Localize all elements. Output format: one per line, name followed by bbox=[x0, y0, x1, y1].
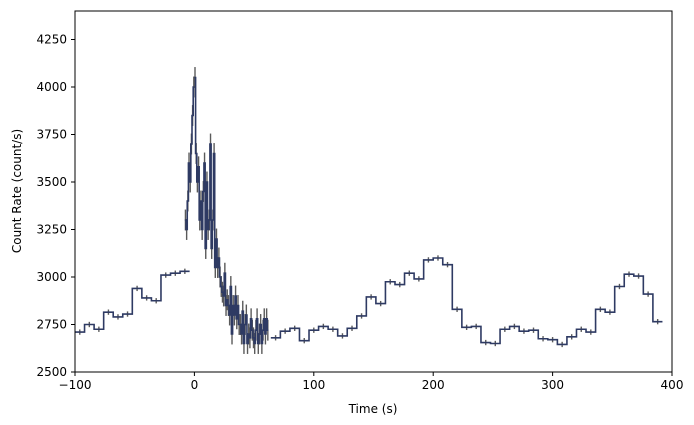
series-lines bbox=[75, 76, 663, 346]
y-tick-label: 2750 bbox=[36, 318, 67, 332]
x-tick-label: 0 bbox=[191, 378, 199, 392]
y-axis-ticks: 2500 2750 3000 3250 3500 3750 4000 4250 bbox=[36, 33, 75, 379]
y-tick-label: 4000 bbox=[36, 80, 67, 94]
y-tick-label: 3250 bbox=[36, 223, 67, 237]
fine-step-line bbox=[194, 76, 269, 345]
coarse-step-line-1 bbox=[75, 270, 190, 333]
x-tick-label: 400 bbox=[661, 378, 684, 392]
y-tick-label: 4250 bbox=[36, 33, 67, 47]
y-tick-label: 3750 bbox=[36, 128, 67, 142]
x-tick-label: −100 bbox=[59, 378, 92, 392]
rise-step-line bbox=[184, 86, 195, 231]
y-tick-label: 2500 bbox=[36, 365, 67, 379]
x-axis-ticks: −100 0 100 200 300 400 bbox=[59, 372, 684, 392]
x-tick-label: 100 bbox=[302, 378, 325, 392]
y-tick-label: 3500 bbox=[36, 175, 67, 189]
plot-frame bbox=[74, 10, 673, 373]
coarse-step-line-2 bbox=[270, 257, 663, 346]
x-tick-label: 200 bbox=[422, 378, 445, 392]
x-axis-label: Time (s) bbox=[348, 402, 398, 416]
x-tick-label: 300 bbox=[541, 378, 564, 392]
y-axis-label: Count Rate (count/s) bbox=[10, 129, 24, 253]
y-tick-label: 3000 bbox=[36, 270, 67, 284]
